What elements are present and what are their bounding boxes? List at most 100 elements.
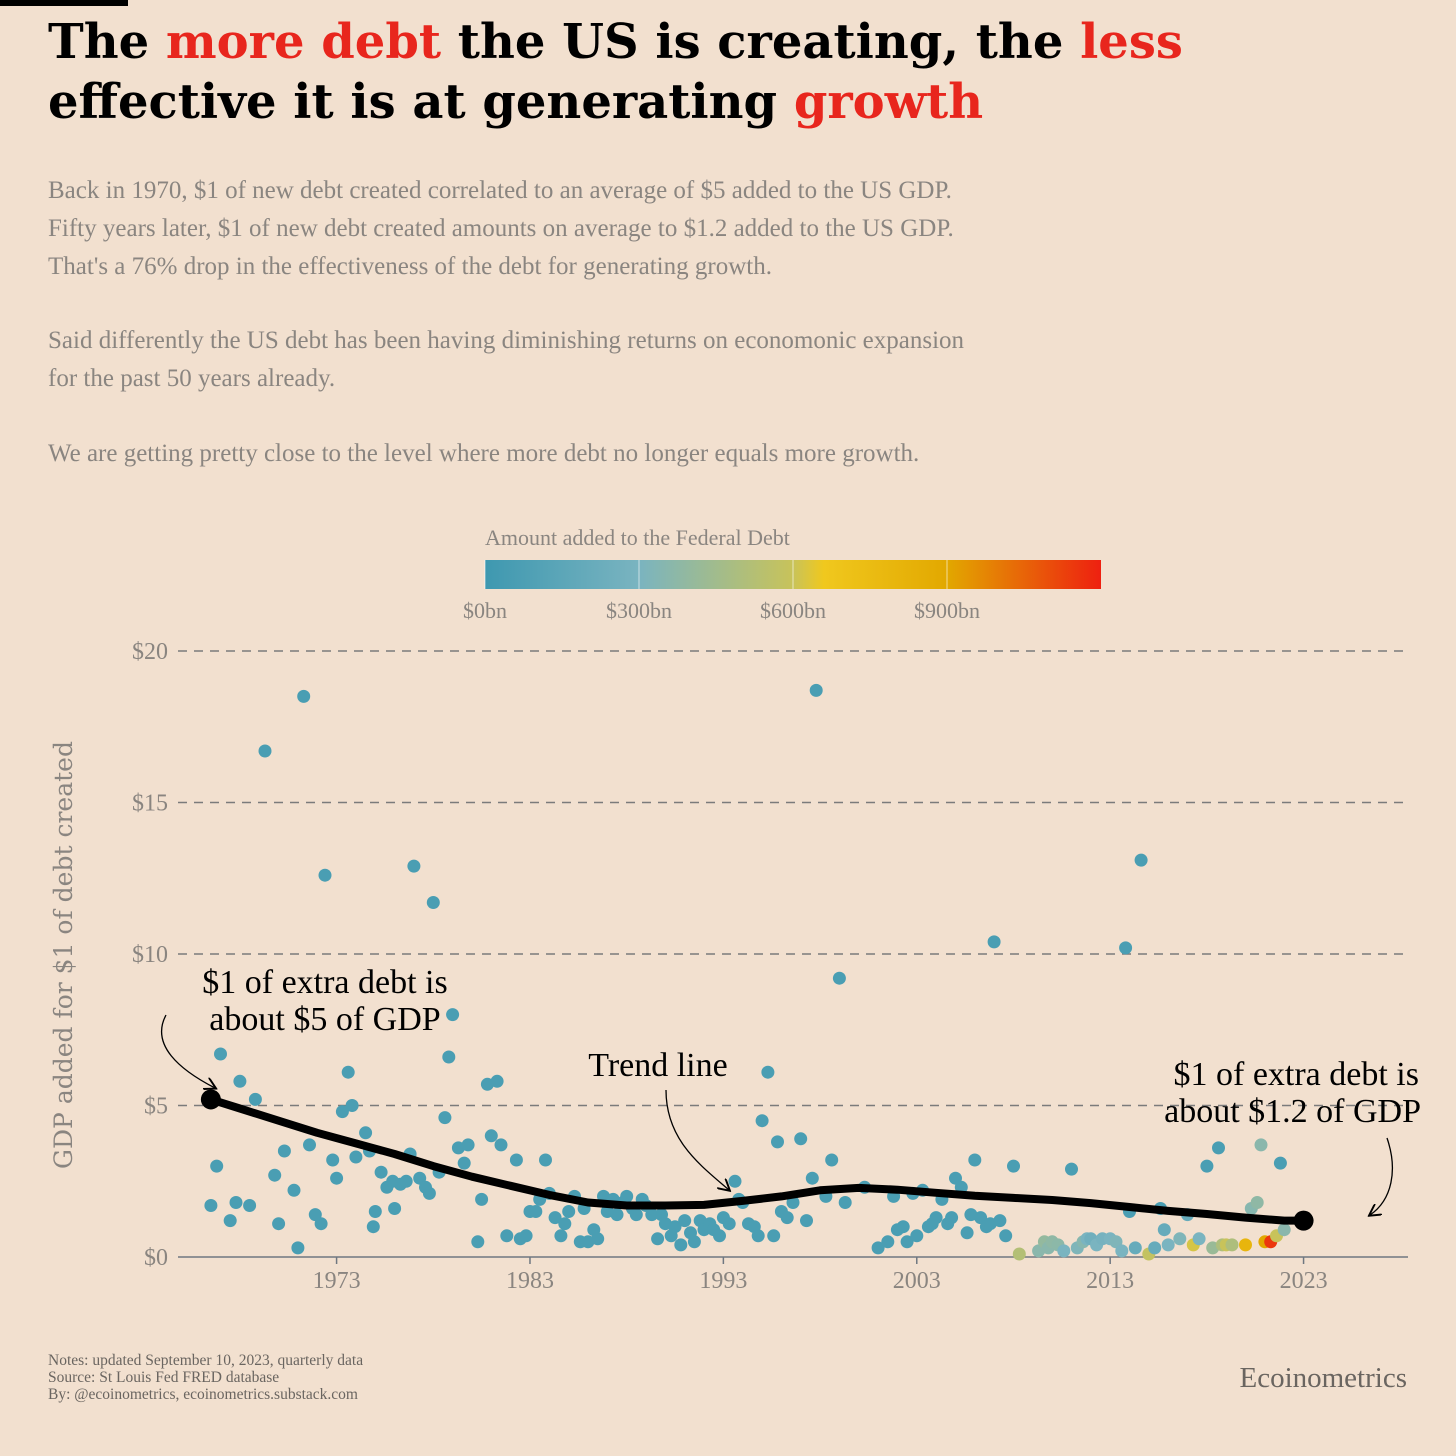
scatter-point <box>1250 1196 1264 1209</box>
scatter-point <box>438 1111 452 1125</box>
scatter-point <box>1277 1223 1291 1237</box>
scatter-point <box>786 1196 800 1209</box>
x-tick-label: 1993 <box>699 1268 747 1294</box>
scatter-point <box>558 1217 572 1231</box>
scatter-point <box>968 1153 982 1167</box>
scatter-point <box>805 1171 819 1185</box>
scatter-point <box>539 1153 552 1167</box>
y-tick-label: $5 <box>144 1094 168 1120</box>
scatter-point <box>248 1092 262 1106</box>
annotation-trend: Trend line <box>588 1047 727 1084</box>
scatter-point <box>509 1153 523 1167</box>
chart-notes: Notes: updated September 10, 2023, quart… <box>48 1352 363 1403</box>
scatter-point <box>651 1232 665 1246</box>
subtitle-line-4: Said differently the US debt has been ha… <box>48 327 965 354</box>
scatter-point <box>457 1156 471 1170</box>
scatter-point <box>272 1217 286 1231</box>
scatter-point <box>771 1135 784 1149</box>
scatter-point <box>330 1171 344 1185</box>
scatter-point <box>1173 1232 1187 1246</box>
scatter-point <box>314 1217 328 1231</box>
scatter-point <box>388 1202 402 1215</box>
scatter-point <box>674 1238 688 1252</box>
scatter-point <box>591 1232 605 1246</box>
scatter-point <box>446 1008 460 1022</box>
scatter-point <box>233 1074 247 1088</box>
chart-title: The more debt the US is creating, the le… <box>48 12 1428 132</box>
scatter-point <box>713 1229 726 1243</box>
scatter-point <box>987 935 1001 949</box>
scatter-point <box>728 1174 742 1188</box>
scatter-point <box>945 1211 959 1225</box>
scatter-point <box>780 1211 794 1225</box>
y-tick-label: $20 <box>132 639 168 665</box>
scatter-point <box>1157 1223 1171 1237</box>
scatter-point <box>399 1174 413 1188</box>
scatter-point <box>490 1074 504 1088</box>
scatter-point <box>297 689 311 703</box>
scatter-point <box>519 1229 533 1243</box>
scatter-point <box>761 1065 775 1079</box>
scatter-point <box>1119 941 1133 955</box>
title-text-3: effective it is at generating <box>48 74 794 130</box>
scatter-point <box>500 1229 514 1243</box>
annotation-start-line-2: about $5 of GDP <box>209 1001 440 1038</box>
title-highlight-2: less <box>1080 14 1183 70</box>
notes-line-1: Notes: updated September 10, 2023, quart… <box>48 1352 364 1369</box>
colorbar-tick-label: $900bn <box>914 598 980 623</box>
scatter-point <box>229 1196 243 1209</box>
scatter-point <box>303 1138 316 1152</box>
scatter-point <box>562 1205 576 1218</box>
y-tick-labels: $0 $5 $10 $15 $20 <box>132 639 168 1271</box>
subtitle-line-6: We are getting pretty close to the level… <box>48 440 920 467</box>
scatter-point <box>881 1235 895 1249</box>
scatter-point <box>668 1220 682 1234</box>
colorbar-title: Amount added to the Federal Debt <box>485 525 790 550</box>
scatter-point <box>407 859 421 873</box>
scatter-point <box>767 1229 781 1243</box>
scatter-point <box>494 1138 508 1152</box>
scatter-point <box>326 1153 340 1167</box>
x-tick-label: 1973 <box>313 1268 361 1294</box>
scatter-point <box>999 1229 1013 1243</box>
scatter-point <box>1254 1138 1268 1152</box>
scatter-point <box>910 1229 924 1243</box>
scatter-point <box>687 1235 701 1249</box>
scatter-point <box>368 1205 382 1218</box>
scatter-point <box>335 1105 349 1119</box>
title-text-1: The <box>48 14 166 70</box>
scatter-point <box>484 1129 498 1143</box>
scatter-point <box>1192 1232 1206 1246</box>
y-axis-label: GDP added for $1 of debt created <box>49 741 78 1169</box>
scatter-point <box>1225 1238 1239 1252</box>
scatter-point <box>755 1114 769 1128</box>
gridlines <box>178 650 1408 1107</box>
scatter-point <box>800 1214 813 1228</box>
scatter-point <box>1012 1247 1026 1261</box>
scatter-point <box>529 1205 543 1218</box>
scatter-point <box>471 1235 485 1249</box>
trend-endpoint <box>1293 1210 1314 1231</box>
scatter-point <box>210 1159 224 1173</box>
scatter-point <box>678 1214 692 1228</box>
scatter-point <box>1007 1159 1020 1173</box>
top-accent-bar <box>0 0 128 6</box>
notes-line-3: By: @ecoinometrics, ecoinometrics.substa… <box>48 1386 358 1403</box>
scatter-point <box>341 1065 355 1079</box>
scatter-point <box>268 1168 282 1182</box>
scatter-point <box>258 744 272 758</box>
scatter-point <box>1200 1159 1214 1173</box>
scatter-point <box>475 1192 489 1206</box>
scatter-point <box>204 1199 218 1212</box>
scatter-point <box>1128 1241 1142 1255</box>
scatter-point <box>1212 1141 1225 1155</box>
annotation-trend-arrow <box>665 1089 729 1190</box>
trend-endpoint <box>200 1089 221 1110</box>
scatter-point <box>620 1189 634 1203</box>
scatter-point <box>809 683 823 697</box>
annotation-start-arrow <box>160 1014 215 1088</box>
x-tick-labels: 1973 1983 1993 2003 2013 2023 <box>313 1257 1328 1294</box>
y-tick-label: $10 <box>132 942 168 968</box>
scatter-point <box>426 896 440 909</box>
scatter-point <box>825 1153 839 1167</box>
